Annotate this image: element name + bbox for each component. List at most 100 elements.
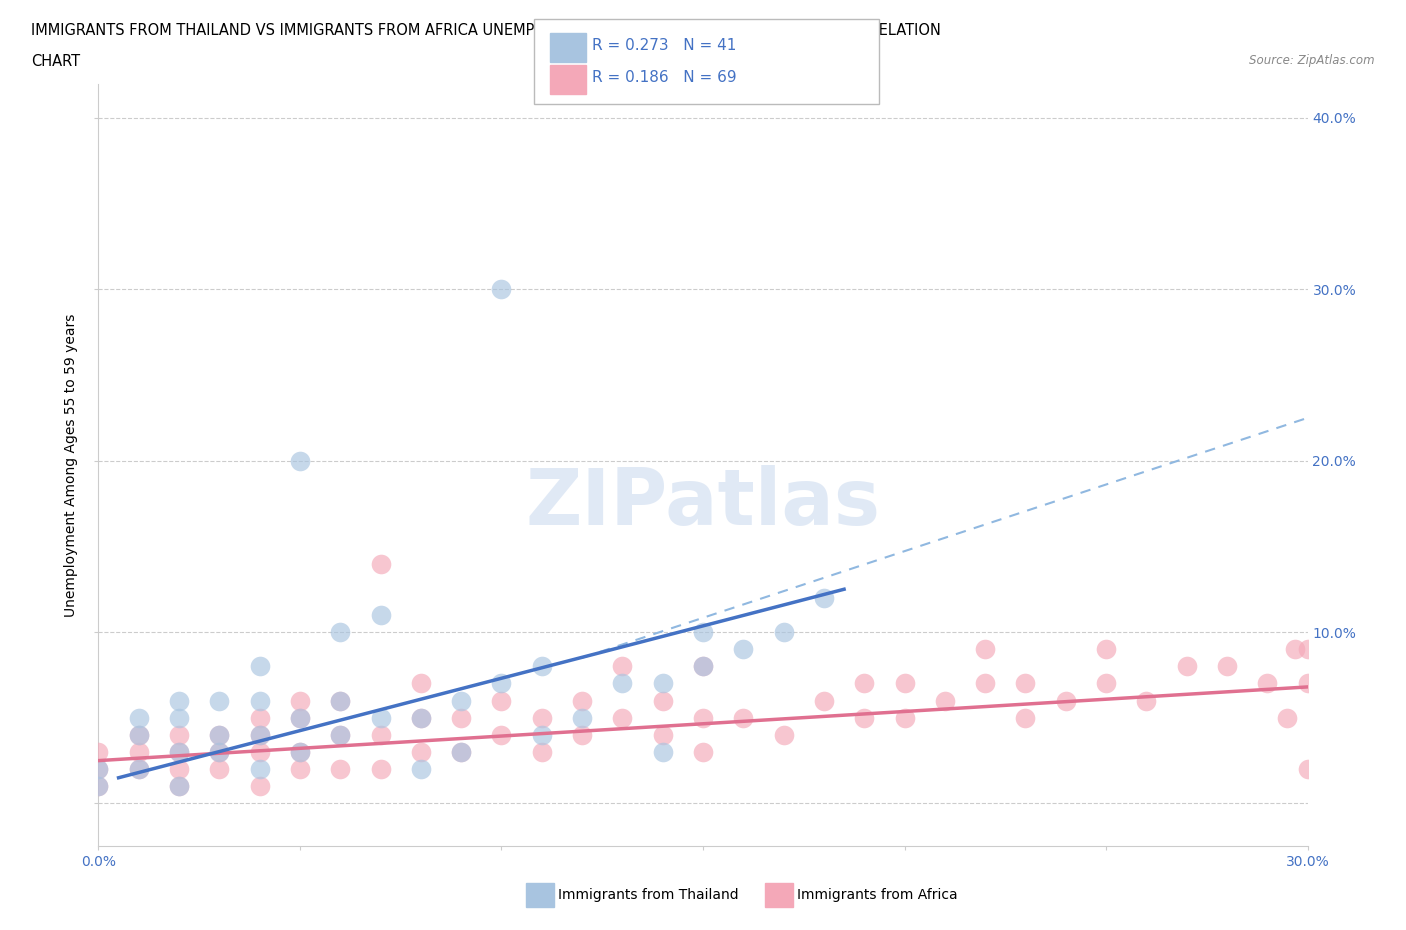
Point: [208, 727, 231, 742]
Point: [288, 693, 311, 708]
Point: [167, 779, 190, 794]
Point: [530, 711, 553, 725]
Point: [167, 779, 190, 794]
Point: [167, 693, 190, 708]
Point: [450, 745, 472, 760]
Point: [167, 727, 190, 742]
Point: [249, 762, 271, 777]
Point: [1216, 659, 1239, 674]
Point: [370, 607, 392, 622]
Point: [813, 591, 835, 605]
Point: [329, 727, 352, 742]
Point: [167, 745, 190, 760]
Point: [733, 711, 755, 725]
Point: [288, 711, 311, 725]
Point: [167, 711, 190, 725]
Point: [208, 727, 231, 742]
Point: [612, 676, 634, 691]
Text: Source: ZipAtlas.com: Source: ZipAtlas.com: [1250, 54, 1375, 67]
Point: [329, 762, 352, 777]
Point: [128, 745, 150, 760]
Point: [651, 676, 673, 691]
Point: [128, 762, 150, 777]
Point: [208, 745, 231, 760]
Point: [409, 745, 432, 760]
Point: [651, 693, 673, 708]
Point: [288, 453, 311, 468]
Point: [329, 727, 352, 742]
Point: [893, 711, 915, 725]
Point: [571, 727, 593, 742]
Point: [1284, 642, 1306, 657]
Point: [370, 727, 392, 742]
Text: R = 0.273   N = 41: R = 0.273 N = 41: [592, 38, 737, 53]
Point: [612, 711, 634, 725]
Point: [1296, 762, 1319, 777]
Point: [491, 727, 513, 742]
Point: [128, 727, 150, 742]
Point: [530, 745, 553, 760]
Point: [853, 711, 876, 725]
Point: [450, 711, 472, 725]
Point: [409, 676, 432, 691]
Text: Immigrants from Thailand: Immigrants from Thailand: [558, 887, 738, 902]
Point: [651, 727, 673, 742]
Point: [409, 711, 432, 725]
Point: [491, 676, 513, 691]
Point: [128, 727, 150, 742]
Point: [87, 779, 110, 794]
Point: [249, 711, 271, 725]
Point: [530, 659, 553, 674]
Point: [128, 711, 150, 725]
Point: [167, 762, 190, 777]
Point: [692, 745, 714, 760]
Text: CHART: CHART: [31, 54, 80, 69]
Point: [329, 693, 352, 708]
Point: [491, 282, 513, 297]
Point: [530, 727, 553, 742]
Point: [208, 762, 231, 777]
Point: [249, 659, 271, 674]
Point: [1296, 676, 1319, 691]
Point: [1095, 676, 1118, 691]
Point: [1054, 693, 1077, 708]
Text: ZIPatlas: ZIPatlas: [526, 465, 880, 541]
Point: [288, 745, 311, 760]
Point: [853, 676, 876, 691]
Point: [733, 642, 755, 657]
Point: [692, 659, 714, 674]
Y-axis label: Unemployment Among Ages 55 to 59 years: Unemployment Among Ages 55 to 59 years: [65, 313, 79, 617]
Point: [450, 745, 472, 760]
Point: [1014, 676, 1036, 691]
Point: [249, 745, 271, 760]
Point: [288, 762, 311, 777]
Point: [249, 727, 271, 742]
Text: IMMIGRANTS FROM THAILAND VS IMMIGRANTS FROM AFRICA UNEMPLOYMENT AMONG AGES 55 TO: IMMIGRANTS FROM THAILAND VS IMMIGRANTS F…: [31, 23, 941, 38]
Point: [1175, 659, 1198, 674]
Point: [208, 745, 231, 760]
Point: [772, 625, 794, 640]
Point: [409, 711, 432, 725]
Point: [1277, 711, 1299, 725]
Point: [612, 659, 634, 674]
Point: [370, 711, 392, 725]
Point: [87, 762, 110, 777]
Point: [772, 727, 794, 742]
Point: [249, 693, 271, 708]
Point: [87, 745, 110, 760]
Point: [1296, 642, 1319, 657]
Point: [651, 745, 673, 760]
Point: [370, 762, 392, 777]
Point: [167, 745, 190, 760]
Point: [409, 762, 432, 777]
Point: [288, 711, 311, 725]
Point: [974, 676, 997, 691]
Point: [692, 711, 714, 725]
Text: R = 0.186   N = 69: R = 0.186 N = 69: [592, 70, 737, 85]
Point: [571, 711, 593, 725]
Point: [692, 659, 714, 674]
Text: Immigrants from Africa: Immigrants from Africa: [797, 887, 957, 902]
Point: [128, 762, 150, 777]
Point: [893, 676, 915, 691]
Point: [813, 693, 835, 708]
